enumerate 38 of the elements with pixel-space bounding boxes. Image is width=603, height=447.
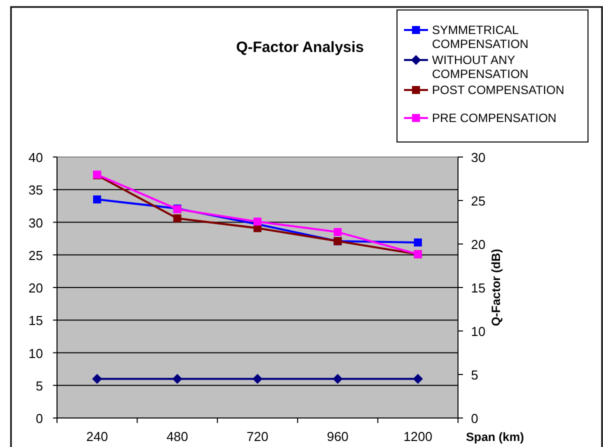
y2-axis-title: Q-Factor (dB) <box>489 248 503 326</box>
y-tick-label: 30 <box>28 215 43 230</box>
point <box>334 228 342 236</box>
x-axis-title: Span (km) <box>466 430 524 444</box>
point <box>93 195 102 204</box>
y-tick-label: 0 <box>36 411 43 426</box>
point <box>254 218 262 226</box>
x-tick-label: 480 <box>166 429 188 444</box>
y-tick-label: 5 <box>36 378 43 394</box>
point <box>412 374 423 384</box>
legend-label: PRE COMPENSATION <box>432 111 556 125</box>
chart-title: Q-Factor Analysis <box>236 39 364 56</box>
x-tick-label: 960 <box>326 429 349 444</box>
y2-tick-label: 5 <box>471 368 478 382</box>
x-tick-label: 720 <box>246 429 268 444</box>
point <box>414 238 422 246</box>
x-tick-label: 1200 <box>403 429 432 444</box>
y2-tick-label: 25 <box>471 194 486 208</box>
point <box>92 374 102 384</box>
y-tick-label: 10 <box>28 346 43 361</box>
y-tick-label: 40 <box>28 150 43 165</box>
legend-label: SYMMETRICAL COMPENSATION <box>432 23 528 51</box>
y-tick-label: 35 <box>28 182 43 198</box>
legend-label: WITHOUT ANY COMPENSATION <box>432 53 528 81</box>
y2-tick-label: 20 <box>471 237 486 252</box>
y-tick-label: 25 <box>28 248 43 263</box>
y-tick-label: 15 <box>28 313 43 328</box>
y2-tick-label: 10 <box>471 324 486 339</box>
legend-label: POST COMPENSATION <box>432 83 564 97</box>
x-tick-label: 240 <box>86 429 108 444</box>
point <box>173 214 182 222</box>
y2-tick-label: 0 <box>471 411 478 426</box>
y2-tick-label: 30 <box>471 150 486 165</box>
point <box>172 374 182 384</box>
point <box>332 374 343 384</box>
y-tick-label: 20 <box>28 280 43 296</box>
y2-tick-label: 15 <box>471 280 486 296</box>
point <box>252 374 262 384</box>
